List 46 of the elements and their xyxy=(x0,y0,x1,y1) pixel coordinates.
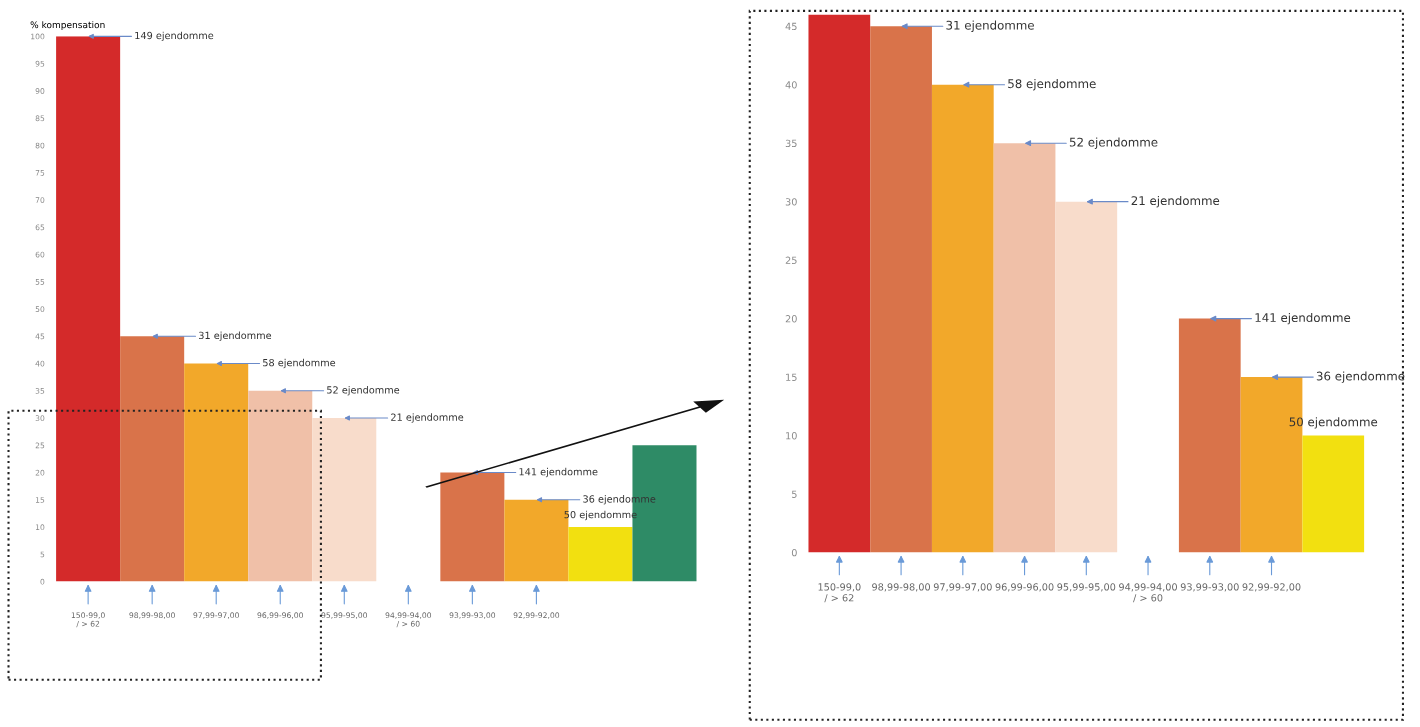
annotation: 141 ejendomme xyxy=(519,467,598,478)
bar xyxy=(440,472,505,582)
annotation: 36 ejendomme xyxy=(1316,371,1405,383)
x-tick-label: 98,99-98,00 xyxy=(872,583,931,592)
y-tick-label: 15 xyxy=(786,373,797,381)
bar xyxy=(248,390,313,582)
bar xyxy=(56,36,121,582)
bar xyxy=(120,336,185,582)
x-tick-label: 150-99,0 / > 62 xyxy=(818,583,861,603)
bar xyxy=(870,26,932,553)
bar xyxy=(808,14,871,553)
x-tick-label: 93,99-93,00 xyxy=(1180,583,1239,592)
x-tick-label: 94,99-94,00 / > 60 xyxy=(1119,583,1177,603)
annotation: 149 ejendomme xyxy=(135,31,214,42)
y-tick-label: 0 xyxy=(791,549,797,557)
x-tick-label: 96,99-96,00 xyxy=(995,583,1054,592)
y-tick-label: 10 xyxy=(786,432,797,440)
bar xyxy=(184,363,249,582)
annotation: 31 ejendomme xyxy=(946,20,1034,32)
bar xyxy=(993,143,1056,553)
x-tick-label: 92,99-92,00 xyxy=(1242,583,1301,592)
annotation: 21 ejendomme xyxy=(391,413,464,423)
y-tick-label: 25 xyxy=(785,256,797,264)
bar xyxy=(568,527,633,582)
annotation: 141 ejendomme xyxy=(1255,312,1351,325)
x-tick-label: 95,99-95,00 xyxy=(1057,583,1116,592)
bar xyxy=(1178,318,1241,553)
bar xyxy=(1240,377,1303,553)
annotation: 31 ejendomme xyxy=(199,331,272,341)
y-tick-label: 35 xyxy=(785,139,797,148)
y-tick-label: 30 xyxy=(785,198,797,206)
bar xyxy=(1055,201,1118,553)
y-tick-label: 40 xyxy=(785,81,797,89)
bar xyxy=(312,418,377,582)
bar xyxy=(931,84,994,553)
y-tick-label: 5 xyxy=(792,490,797,498)
x-tick-label: 97,99-97,00 xyxy=(933,583,992,592)
annotation: 52 ejendomme xyxy=(1069,137,1158,149)
annotation: 58 ejendomme xyxy=(1008,79,1096,91)
annotation: 21 ejendomme xyxy=(1131,195,1220,208)
annotation: 52 ejendomme xyxy=(327,386,400,396)
y-tick-label: 20 xyxy=(785,315,797,323)
annotation: 58 ejendomme xyxy=(263,358,336,369)
y-axis-title: % kompensation xyxy=(30,21,105,30)
y-tick-label: 45 xyxy=(785,22,797,31)
bar xyxy=(1302,435,1365,553)
